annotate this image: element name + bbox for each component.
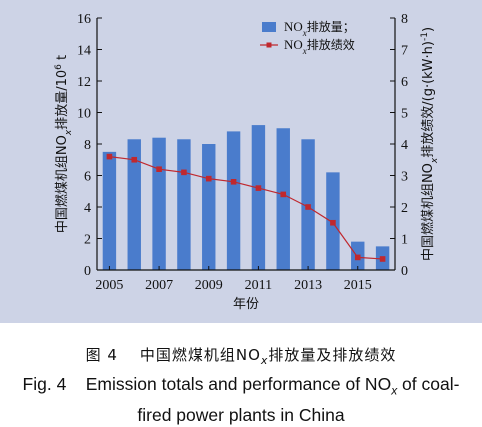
legend-label-performance-suffix: 排放绩效 (307, 37, 355, 52)
point-2013 (305, 204, 311, 210)
caption-cn-title-pre: 中国燃煤机组NO (139, 346, 261, 364)
right-tick-label-7: 7 (401, 44, 408, 59)
legend-label-emissions-main: NO (284, 19, 303, 34)
x-tick-label-2015: 2015 (344, 278, 372, 293)
y-axis-label-right-part: x (430, 157, 440, 164)
x-tick-label-2007: 2007 (145, 278, 173, 293)
bar-2010 (226, 131, 241, 270)
point-2014 (330, 219, 336, 226)
y-axis-label-left-part: 排放量/10 (55, 70, 70, 130)
x-tick-label-2009: 2009 (195, 278, 223, 293)
y-axis-label-left: 中国燃煤机组NOx排放量/106 t (54, 55, 74, 233)
point-2007 (156, 166, 162, 172)
y-axis-label-right-part: 排放绩效/(g·(kW·h) (421, 41, 436, 158)
x-tick-label-2005: 2005 (95, 278, 123, 293)
y-axis-label-right: 中国燃煤机组NOx排放绩效/(g·(kW·h)-1) (420, 27, 440, 261)
left-tick-label-2: 2 (84, 233, 91, 248)
axes-group (96, 17, 396, 271)
point-2016 (379, 256, 386, 262)
caption-en-line1-pre: Fig. 4 Emission totals and performance o… (22, 374, 392, 394)
point-2010 (230, 179, 237, 185)
performance-line (109, 156, 383, 260)
caption-chinese: 图 4 中国燃煤机组NOx排放量及排放绩效 (0, 344, 482, 367)
x-tick-label-2011: 2011 (245, 278, 272, 293)
legend-label-performance: NOx排放绩效 (284, 37, 355, 56)
y-axis-label-right-part: -1 (420, 32, 430, 41)
point-2008 (181, 169, 187, 176)
bar-2008 (177, 139, 191, 270)
caption-cn-title-sub: x (260, 354, 269, 367)
y-axis-label-left-part: x (64, 129, 74, 136)
y-axis-label-left-part: 中国燃煤机组NO (54, 135, 70, 233)
right-tick-label-4: 4 (401, 138, 408, 153)
legend-label-emissions: NOx排放量； (284, 19, 355, 38)
bar-2007 (152, 137, 166, 270)
caption-english: Fig. 4 Emission totals and performance o… (6, 372, 476, 427)
y-axis-label-left-part: t (55, 55, 70, 64)
bar-2005 (102, 151, 117, 270)
right-tick-label-8: 8 (401, 12, 408, 27)
left-tick-label-6: 6 (84, 170, 91, 185)
left-tick-label-16: 16 (77, 12, 91, 27)
point-2011 (255, 185, 262, 191)
caption-en-line1-sub: x (391, 383, 398, 398)
legend-label-performance-main: NO (284, 37, 303, 52)
bar-2012 (276, 128, 290, 270)
right-tick-label-0: 0 (401, 264, 408, 279)
bars-group (102, 125, 390, 270)
left-tick-label-10: 10 (77, 107, 91, 122)
legend-label-emissions-suffix: 排放量； (307, 19, 355, 34)
legend-swatch-emissions (262, 22, 276, 32)
left-tick-label-8: 8 (84, 138, 91, 153)
bar-2011 (251, 125, 266, 270)
left-tick-label-12: 12 (77, 75, 91, 90)
bar-2009 (202, 144, 216, 270)
x-tick-label-2013: 2013 (294, 278, 322, 293)
bar-2006 (127, 139, 141, 270)
point-2015 (354, 254, 361, 261)
figure-panel: 0 2 4 6 8 10 12 14 16 0 1 2 3 4 5 6 7 8 2005 2007 2009 2011 20… (0, 0, 482, 323)
caption-en-line2: fired power plants in China (137, 404, 345, 425)
right-tick-label-6: 6 (401, 75, 408, 90)
point-2005 (106, 153, 113, 160)
caption-en-line1-post: of coal- (397, 374, 460, 394)
y-axis-label-right-part: ) (421, 27, 436, 32)
caption-cn-title-post: 排放量及排放绩效 (268, 346, 397, 364)
line-group (106, 153, 386, 262)
right-tick-label-3: 3 (401, 170, 408, 185)
legend-marker-performance (266, 42, 272, 48)
point-2009 (205, 175, 212, 182)
right-tick-label-5: 5 (401, 107, 408, 122)
point-2012 (280, 191, 287, 198)
y-axis-label-right-part: 中国燃煤机组NO (420, 163, 436, 261)
right-tick-label-1: 1 (401, 233, 408, 248)
left-tick-label-14: 14 (77, 44, 91, 59)
y-axis-label-left-part: 6 (54, 64, 64, 70)
legend: NOx排放量；NOx排放绩效 (260, 19, 355, 56)
left-tick-label-0: 0 (84, 264, 91, 279)
caption-cn-label: 图 4 (85, 346, 118, 364)
right-tick-label-2: 2 (401, 201, 408, 216)
legend-label-performance-sub: x (302, 46, 307, 56)
left-tick-label-4: 4 (84, 201, 91, 216)
point-2006 (131, 156, 138, 163)
legend-label-emissions-sub: x (302, 28, 307, 38)
x-axis-label: 年份 (233, 297, 259, 312)
